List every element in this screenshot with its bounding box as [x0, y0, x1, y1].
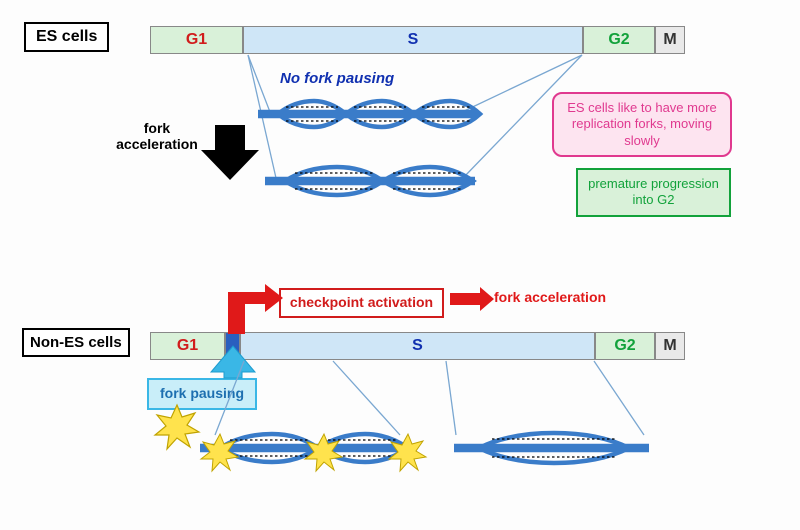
phase-G2: G2 — [583, 26, 655, 54]
fork-pausing-box: fork pausing — [147, 378, 257, 410]
bubble-row-top-2 — [265, 167, 475, 195]
es-cells-label: ES cells — [24, 22, 109, 52]
phase-M: M — [655, 26, 685, 54]
fork-acceleration-label-bottom: fork acceleration — [494, 289, 606, 305]
phase-early — [225, 332, 240, 360]
red-bent-arrow-icon — [228, 284, 283, 334]
bottom-phase-bar: G1 SG2M — [150, 332, 685, 360]
phase-G2: G2 — [595, 332, 655, 360]
bottom-guidelines — [215, 361, 644, 435]
non-es-cells-label: Non-ES cells — [22, 328, 130, 357]
bubble-row-bottom-left — [200, 434, 426, 471]
phase-M: M — [655, 332, 685, 360]
bubble-row-top-3 — [258, 101, 480, 127]
checkpoint-box: checkpoint activation — [279, 288, 444, 318]
svg-layer — [0, 0, 800, 530]
pink-callout: ES cells like to have more replication f… — [552, 92, 732, 157]
phase-S: S — [240, 332, 595, 360]
green-callout: premature progression into G2 — [576, 168, 731, 217]
phase-G1: G1 — [150, 332, 225, 360]
no-fork-pausing-label: No fork pausing — [280, 70, 394, 87]
bubble-row-bottom-right — [454, 433, 649, 463]
red-small-arrow-icon — [450, 287, 494, 311]
phase-G1: G1 — [150, 26, 243, 54]
fork-acceleration-label-top: fork acceleration — [107, 120, 207, 152]
phase-S: S — [243, 26, 583, 54]
big-arrow-icon — [201, 125, 259, 180]
top-phase-bar: G1SG2M — [150, 26, 685, 54]
starburst-top-icon — [155, 405, 199, 449]
